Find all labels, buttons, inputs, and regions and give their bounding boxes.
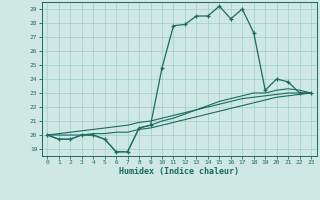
X-axis label: Humidex (Indice chaleur): Humidex (Indice chaleur) <box>119 167 239 176</box>
